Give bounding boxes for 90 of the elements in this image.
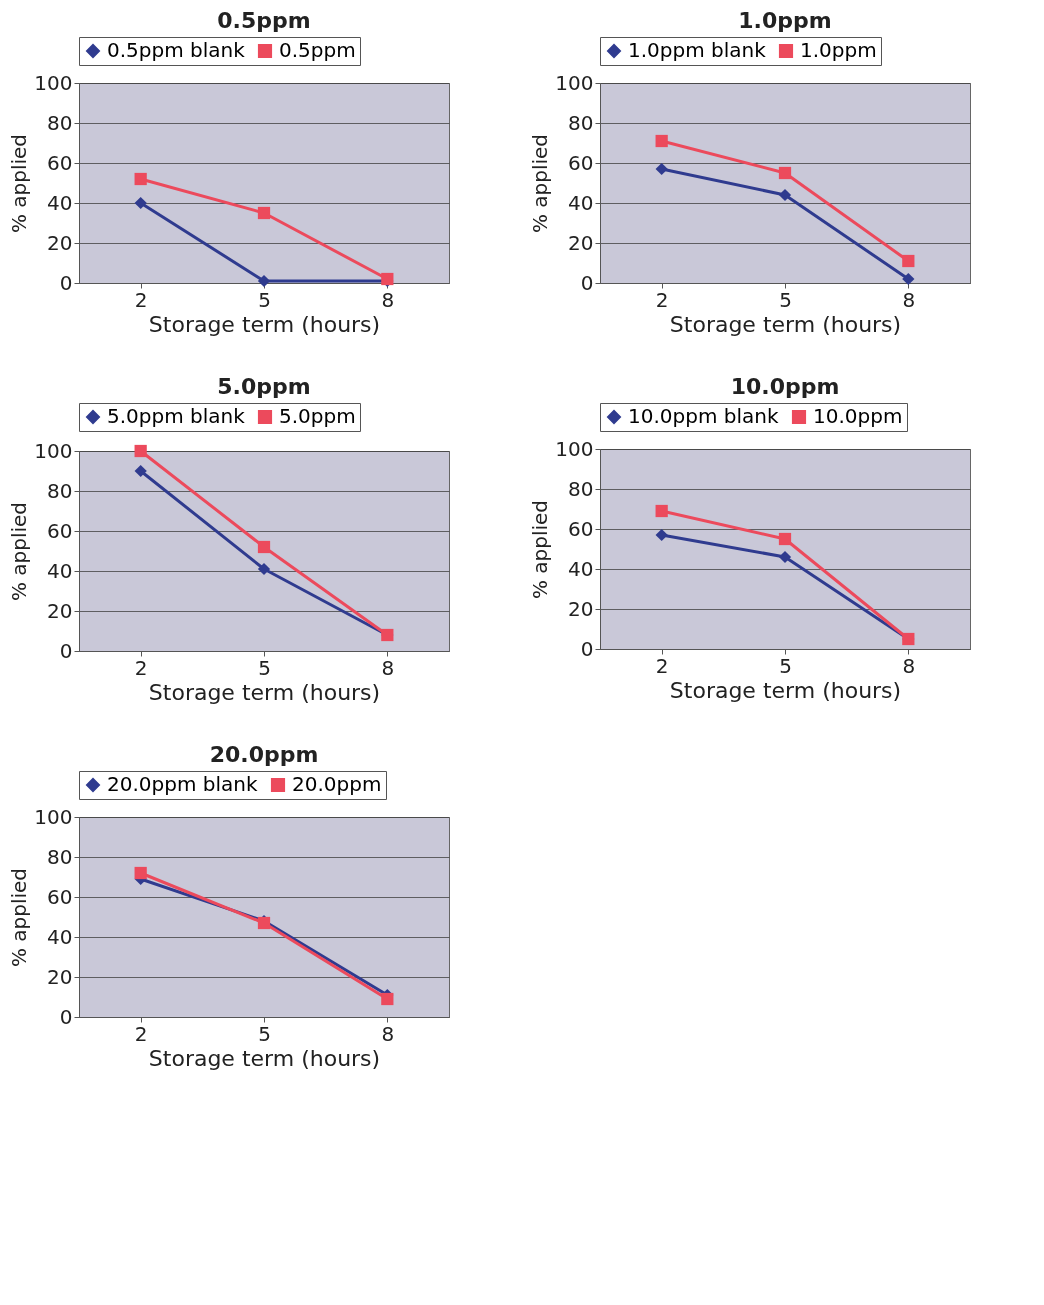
y-tick-label: 0 (580, 636, 594, 661)
y-tick-label: 20 (568, 596, 594, 621)
legend-label: 0.5ppm blank (107, 38, 246, 62)
point (134, 464, 147, 478)
y-tick-label: 60 (47, 518, 73, 543)
x-tick-label: 8 (902, 653, 916, 678)
point (257, 206, 271, 220)
y-tick-label: 0 (580, 270, 594, 295)
point (381, 992, 394, 1006)
y-tick-label: 0 (59, 638, 73, 663)
x-axis-title: Storage term (hours) (148, 311, 381, 337)
y-tick-label: 40 (568, 190, 594, 215)
y-axis-title: % applied (7, 501, 32, 602)
chart-title: 0.5ppm (217, 7, 311, 33)
x-tick-label: 2 (134, 1021, 148, 1046)
x-tick-label: 5 (258, 655, 271, 680)
point (655, 504, 668, 518)
chart-title: 5.0ppm (217, 373, 311, 399)
point (134, 444, 147, 458)
x-tick-label: 8 (902, 287, 916, 312)
x-tick-label: 5 (779, 653, 792, 678)
y-tick-label: 100 (34, 804, 73, 829)
legend-label: 20.0ppm blank (107, 772, 258, 796)
x-tick-label: 5 (258, 287, 271, 312)
y-tick-label: 0 (59, 1004, 73, 1029)
x-axis-title: Storage term (hours) (148, 679, 381, 705)
y-tick-label: 60 (47, 150, 73, 175)
y-tick-label: 40 (47, 190, 73, 215)
point (655, 162, 668, 176)
x-tick-label: 2 (134, 287, 148, 312)
point (257, 540, 271, 554)
legend-label: 20.0ppm (292, 772, 382, 796)
y-tick-label: 40 (47, 558, 73, 583)
y-tick-label: 100 (555, 436, 594, 461)
y-tick-label: 20 (47, 598, 73, 623)
y-tick-label: 20 (47, 230, 73, 255)
x-axis-title: Storage term (hours) (148, 1045, 381, 1071)
point (778, 532, 792, 546)
y-axis-title: % applied (528, 499, 553, 600)
legend-label: 1.0ppm (800, 38, 877, 62)
point (134, 866, 147, 880)
x-tick-label: 2 (655, 653, 669, 678)
y-tick-label: 60 (568, 516, 594, 541)
point (778, 188, 792, 202)
point (778, 166, 792, 180)
point (902, 254, 915, 268)
point (902, 272, 915, 286)
point (257, 562, 271, 576)
y-axis-title: % applied (7, 133, 32, 234)
x-tick-label: 8 (381, 655, 395, 680)
y-tick-label: 80 (568, 476, 594, 501)
y-axis-title: % applied (7, 867, 32, 968)
y-tick-label: 0 (59, 270, 73, 295)
legend-label: 5.0ppm (279, 404, 356, 428)
legend-label: 5.0ppm blank (107, 404, 246, 428)
x-tick-label: 2 (655, 287, 669, 312)
y-tick-label: 60 (47, 884, 73, 909)
point (778, 550, 792, 564)
y-tick-label: 80 (47, 478, 73, 503)
y-tick-label: 20 (47, 964, 73, 989)
chart-title: 10.0ppm (730, 373, 840, 399)
x-tick-label: 8 (381, 1021, 395, 1046)
x-tick-label: 5 (258, 1021, 271, 1046)
y-tick-label: 40 (568, 556, 594, 581)
x-axis-title: Storage term (hours) (669, 311, 902, 337)
legend-label: 10.0ppm (813, 404, 903, 428)
x-axis-title: Storage term (hours) (669, 677, 902, 703)
point (257, 274, 271, 288)
y-tick-label: 100 (555, 70, 594, 95)
y-tick-label: 40 (47, 924, 73, 949)
y-tick-label: 20 (568, 230, 594, 255)
y-tick-label: 80 (47, 110, 73, 135)
y-tick-label: 80 (47, 844, 73, 869)
x-tick-label: 2 (134, 655, 148, 680)
legend-label: 1.0ppm blank (628, 38, 767, 62)
point (655, 528, 668, 542)
y-tick-label: 60 (568, 150, 594, 175)
point (134, 196, 147, 210)
x-tick-label: 8 (381, 287, 395, 312)
chart-title: 1.0ppm (738, 7, 832, 33)
legend-label: 0.5ppm (279, 38, 356, 62)
x-tick-label: 5 (779, 287, 792, 312)
chart-title: 20.0ppm (209, 741, 319, 767)
y-tick-label: 100 (34, 438, 73, 463)
point (655, 134, 668, 148)
legend-label: 10.0ppm blank (628, 404, 779, 428)
y-axis-title: % applied (528, 133, 553, 234)
point (134, 172, 147, 186)
y-tick-label: 80 (568, 110, 594, 135)
y-tick-label: 100 (34, 70, 73, 95)
